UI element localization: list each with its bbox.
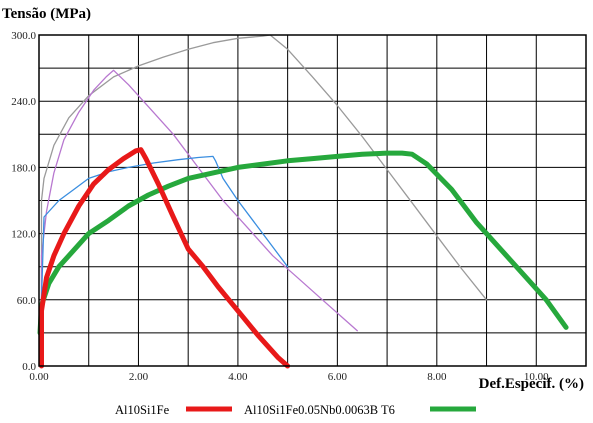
y-tick-label: 300.0 <box>11 30 36 42</box>
legend: Al10Si1Fe Al10Si1Fe0.05Nb0.0063B T6 <box>115 403 476 417</box>
legend-label: Al10Si1Fe0.05Nb0.0063B T6 <box>244 403 395 417</box>
tick-labels: 0.00 2.00 4.00 6.00 8.00 10.00 0.0 60.0 120.0 180… <box>11 30 549 383</box>
series-line-2 <box>40 34 488 367</box>
y-tick-label: 240.0 <box>11 96 36 108</box>
series-line-3 <box>40 69 358 367</box>
x-tick-label: 2.00 <box>129 371 149 383</box>
legend-label: Al10Si1Fe <box>115 403 170 417</box>
x-axis-label: Def.Especif. (%) <box>479 376 584 392</box>
x-tick-label: 8.00 <box>427 371 447 383</box>
y-axis-label: Tensão (MPa) <box>2 6 91 22</box>
x-tick-label: 10.00 <box>524 371 549 383</box>
grid <box>39 35 586 366</box>
y-tick-label: 60.0 <box>17 295 37 307</box>
x-tick-label: 4.00 <box>228 371 248 383</box>
y-tick-label: 0.0 <box>22 361 36 373</box>
series-line-0 <box>39 147 291 369</box>
series-line-1 <box>37 150 569 336</box>
y-tick-label: 120.0 <box>11 229 36 241</box>
series-lines <box>37 34 569 369</box>
x-tick-label: 0.00 <box>29 371 49 383</box>
plot-frame <box>38 34 587 367</box>
y-tick-label: 180.0 <box>11 162 36 174</box>
x-tick-label: 6.00 <box>328 371 348 383</box>
series-line-4 <box>40 155 289 367</box>
